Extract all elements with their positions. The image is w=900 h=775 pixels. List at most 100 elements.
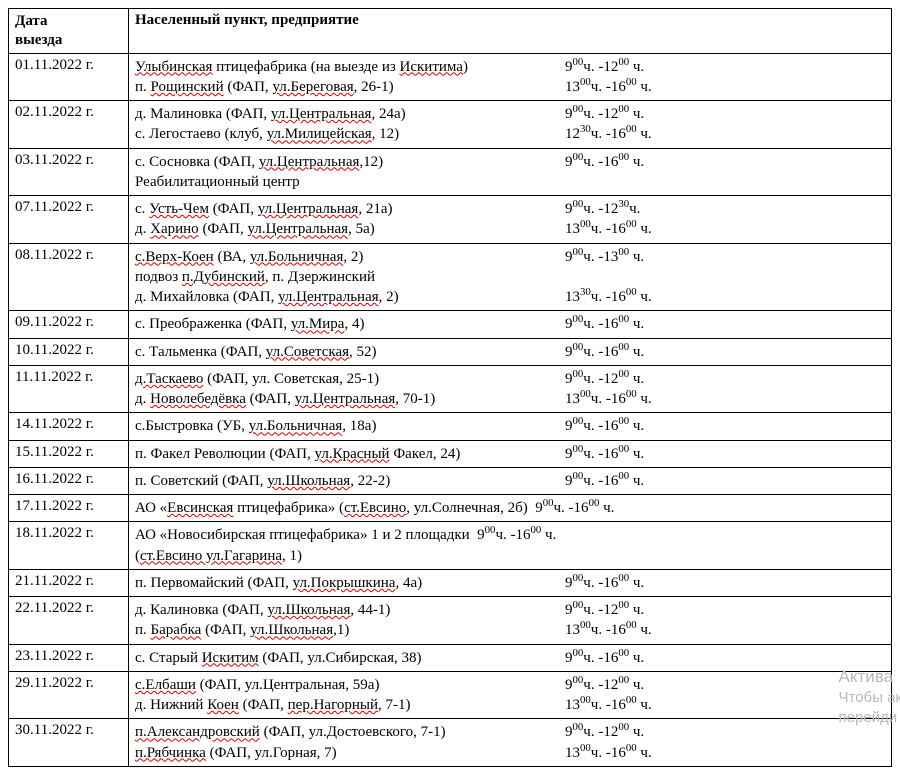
cell-place: д. Малиновка (ФАП, ул.Центральная, 24а)9… — [129, 101, 892, 149]
entry-line: п. Первомайский (ФАП, ул.Покрышкина, 4а)… — [135, 573, 885, 593]
cell-date: 22.11.2022 г. — [9, 597, 129, 645]
entry-line: д. Михайловка (ФАП, ул.Центральная, 2) 13… — [135, 287, 885, 307]
entry-line: с.Быстровка (УБ, ул.Больничная, 18а)900ч… — [135, 416, 885, 436]
cell-date: 21.11.2022 г. — [9, 569, 129, 596]
entry-place: с. Старый Искитим (ФАП, ул.Сибирская, 38… — [135, 650, 421, 666]
entry-line: АО «Евсинская птицефабрика» (ст.Евсино, … — [135, 498, 885, 518]
table-row: 22.11.2022 г.д. Калиновка (ФАП, ул.Школь… — [9, 597, 892, 645]
cell-date: 16.11.2022 г. — [9, 467, 129, 494]
entry-line: (ст.Евсино ул.Гагарина, 1) — [135, 546, 885, 566]
table-row: 30.11.2022 г.п.Александровский (ФАП, ул.… — [9, 719, 892, 767]
cell-place: п. Факел Революции (ФАП, ул.Красный Факе… — [129, 440, 892, 467]
entry-place: п.Александровский (ФАП, ул.Достоевского,… — [135, 724, 446, 740]
entry-place: АО «Новосибирская птицефабрика» 1 и 2 пл… — [135, 527, 556, 543]
cell-place: д.Таскаево (ФАП, ул. Советская, 25-1)900… — [129, 365, 892, 413]
schedule-table: Датавыезда Населенный пункт, предприятие… — [8, 8, 892, 767]
entry-time: 900ч. -1300 ч. — [565, 247, 644, 267]
cell-place: п. Первомайский (ФАП, ул.Покрышкина, 4а)… — [129, 569, 892, 596]
cell-place: п. Советский (ФАП, ул.Школьная, 22-2) 90… — [129, 467, 892, 494]
entry-time: 1300ч. -1600 ч. — [565, 219, 652, 239]
table-row: 08.11.2022 г.с.Верх-Коен (ВА, ул.Больнич… — [9, 243, 892, 311]
cell-place: АО «Новосибирская птицефабрика» 1 и 2 пл… — [129, 522, 892, 570]
table-row: 17.11.2022 г. АО «Евсинская птицефабрика»… — [9, 495, 892, 522]
entry-time: 900ч. -1600 ч. — [565, 342, 644, 362]
entry-time: 900ч. -1200 ч. — [565, 600, 644, 620]
entry-place: с. Тальменка (ФАП, ул.Советская, 52) — [135, 344, 377, 360]
header-row: Датавыезда Населенный пункт, предприятие — [9, 9, 892, 54]
entry-line: д. Нижний Коен (ФАП, пер.Нагорный, 7-1)1… — [135, 695, 885, 715]
header-place: Населенный пункт, предприятие — [129, 9, 892, 54]
entry-line: п. Барабка (ФАП, ул.Школьная,1) 1300ч. -1… — [135, 620, 885, 640]
entry-line: п.Александровский (ФАП, ул.Достоевского,… — [135, 722, 885, 742]
entry-place: подвоз п.Дубинский, п. Дзержинский — [135, 269, 375, 285]
entry-place: д. Харино (ФАП, ул.Центральная, 5а) — [135, 221, 375, 237]
entry-time: 900ч. -1200 ч. — [565, 722, 644, 742]
table-row: 03.11.2022 г. с. Сосновка (ФАП, ул.Центра… — [9, 148, 892, 196]
entry-line: д. Малиновка (ФАП, ул.Центральная, 24а)9… — [135, 104, 885, 124]
entry-line: д.Таскаево (ФАП, ул. Советская, 25-1)900… — [135, 369, 885, 389]
entry-line: п. Факел Революции (ФАП, ул.Красный Факе… — [135, 444, 885, 464]
entry-place: с. Сосновка (ФАП, ул.Центральная,12) — [135, 154, 383, 170]
table-row: 07.11.2022 г.с. Усть-Чем (ФАП, ул.Центра… — [9, 196, 892, 244]
entry-line: п. Рощинский (ФАП, ул.Береговая, 26-1)13… — [135, 77, 885, 97]
entry-place: с. Легостаево (клуб, ул.Милицейская, 12) — [135, 126, 399, 142]
entry-line: с. Усть-Чем (ФАП, ул.Центральная, 21а) 90… — [135, 199, 885, 219]
entry-line: Улыбинская птицефабрика (на выезде из Ис… — [135, 57, 885, 77]
cell-place: Улыбинская птицефабрика (на выезде из Ис… — [129, 53, 892, 101]
entry-place: п. Первомайский (ФАП, ул.Покрышкина, 4а) — [135, 575, 422, 591]
entry-line: с. Легостаево (клуб, ул.Милицейская, 12)… — [135, 124, 885, 144]
entry-time: 1330ч. -1600 ч. — [565, 287, 652, 307]
entry-time: 900ч. -1200 ч. — [565, 675, 644, 695]
entry-time: 1300ч. -1600 ч. — [565, 77, 652, 97]
entry-place: д. Михайловка (ФАП, ул.Центральная, 2) — [135, 289, 399, 305]
entry-place: Реабилитационный центр — [135, 174, 300, 190]
entry-place: АО «Евсинская птицефабрика» (ст.Евсино, … — [135, 500, 614, 516]
cell-date: 14.11.2022 г. — [9, 413, 129, 440]
entry-time: 900ч. -1200 ч. — [565, 57, 644, 77]
cell-place: с.Быстровка (УБ, ул.Больничная, 18а)900ч… — [129, 413, 892, 440]
entry-line: д. Новолебедёвка (ФАП, ул.Центральная, 7… — [135, 389, 885, 409]
entry-line: с. Сосновка (ФАП, ул.Центральная,12) 900ч… — [135, 152, 885, 172]
entry-time: 900ч. -1600 ч. — [565, 152, 644, 172]
entry-time: 900ч. -1230ч. — [565, 199, 640, 219]
entry-place: д.Таскаево (ФАП, ул. Советская, 25-1) — [135, 371, 379, 387]
entry-place: (ст.Евсино ул.Гагарина, 1) — [135, 548, 302, 564]
table-row: 29.11.2022 г.с.Елбаши (ФАП, ул.Центральн… — [9, 671, 892, 719]
entry-time: 900ч. -1600 ч. — [565, 444, 644, 464]
entry-time: 1230ч. -1600 ч. — [565, 124, 652, 144]
table-row: 14.11.2022 г. с.Быстровка (УБ, ул.Больнич… — [9, 413, 892, 440]
entry-place: с.Быстровка (УБ, ул.Больничная, 18а) — [135, 418, 376, 434]
table-row: 09.11.2022 г.с. Преображенка (ФАП, ул.Ми… — [9, 311, 892, 338]
entry-place: Улыбинская птицефабрика (на выезде из Ис… — [135, 59, 468, 75]
entry-place: с. Преображенка (ФАП, ул.Мира, 4) — [135, 316, 364, 332]
cell-date: 02.11.2022 г. — [9, 101, 129, 149]
entry-place: п. Факел Революции (ФАП, ул.Красный Факе… — [135, 446, 460, 462]
cell-place: с. Тальменка (ФАП, ул.Советская, 52) 900ч… — [129, 338, 892, 365]
cell-date: 15.11.2022 г. — [9, 440, 129, 467]
entry-time: 1300ч. -1600 ч. — [565, 620, 652, 640]
entry-place: с.Елбаши (ФАП, ул.Центральная, 59а) — [135, 677, 379, 693]
entry-place: д. Нижний Коен (ФАП, пер.Нагорный, 7-1) — [135, 697, 411, 713]
table-row: 23.11.2022 г.с. Старый Искитим (ФАП, ул.… — [9, 644, 892, 671]
cell-date: 09.11.2022 г. — [9, 311, 129, 338]
entry-line: подвоз п.Дубинский, п. Дзержинский — [135, 267, 885, 287]
entry-place: с. Усть-Чем (ФАП, ул.Центральная, 21а) — [135, 201, 392, 217]
cell-place: АО «Евсинская птицефабрика» (ст.Евсино, … — [129, 495, 892, 522]
entry-time: 900ч. -1600 ч. — [565, 471, 644, 491]
entry-place: п.Рябчинка (ФАП, ул.Горная, 7) — [135, 745, 337, 761]
cell-place: с. Старый Искитим (ФАП, ул.Сибирская, 38… — [129, 644, 892, 671]
table-row: 15.11.2022 г. п. Факел Революции (ФАП, ул… — [9, 440, 892, 467]
entry-line: с.Верх-Коен (ВА, ул.Больничная, 2)900ч. … — [135, 247, 885, 267]
cell-date: 17.11.2022 г. — [9, 495, 129, 522]
table-row: 10.11.2022 г.с. Тальменка (ФАП, ул.Совет… — [9, 338, 892, 365]
entry-place: п. Советский (ФАП, ул.Школьная, 22-2) — [135, 473, 390, 489]
entry-line: с. Старый Искитим (ФАП, ул.Сибирская, 38… — [135, 648, 885, 668]
cell-date: 11.11.2022 г. — [9, 365, 129, 413]
cell-date: 03.11.2022 г. — [9, 148, 129, 196]
cell-place: с.Верх-Коен (ВА, ул.Больничная, 2)900ч. … — [129, 243, 892, 311]
cell-place: п.Александровский (ФАП, ул.Достоевского,… — [129, 719, 892, 767]
cell-place: с. Преображенка (ФАП, ул.Мира, 4)900ч. -… — [129, 311, 892, 338]
entry-place: п. Барабка (ФАП, ул.Школьная,1) — [135, 622, 349, 638]
entry-place: д. Новолебедёвка (ФАП, ул.Центральная, 7… — [135, 391, 435, 407]
entry-time: 1300ч. -1600 ч. — [565, 743, 652, 763]
